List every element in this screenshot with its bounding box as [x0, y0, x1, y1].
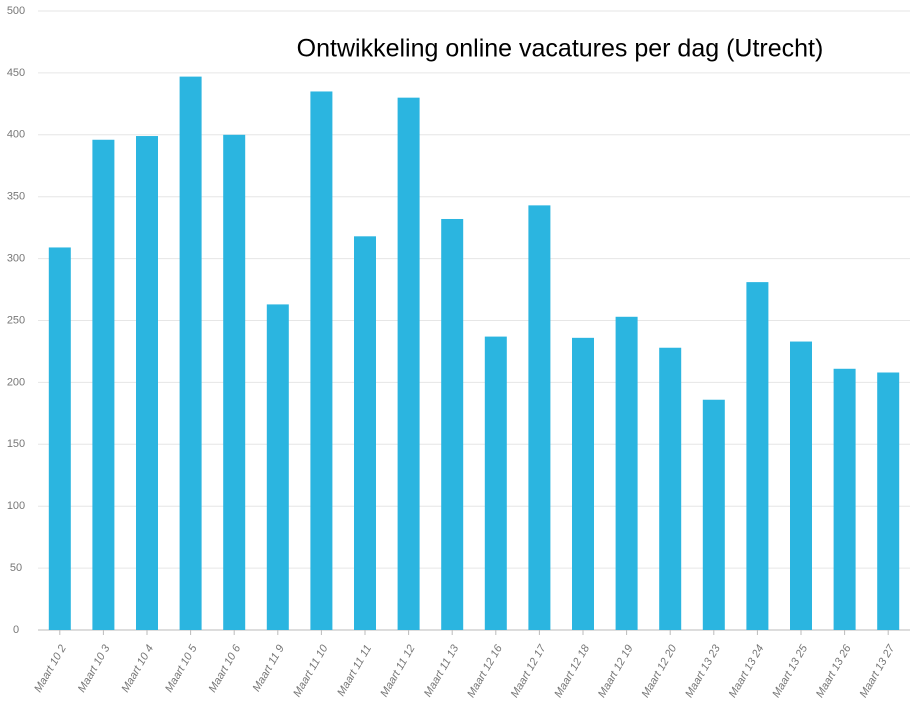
bar — [659, 347, 682, 630]
bar — [484, 336, 507, 630]
x-tick-label: Maart 10 3 — [76, 642, 113, 694]
x-tick-label: Maart 10 6 — [207, 642, 244, 694]
y-tick-label: 350 — [7, 191, 25, 203]
bar — [528, 205, 551, 630]
x-tick-label: Maart 11 10 — [291, 642, 331, 699]
bar — [833, 368, 856, 630]
x-tick-label: Maart 10 5 — [163, 642, 200, 694]
y-tick-label: 250 — [7, 314, 25, 326]
bar — [615, 316, 638, 630]
x-tick-label: Maart 13 24 — [727, 643, 767, 700]
bar — [702, 399, 725, 630]
y-tick-label: 0 — [13, 624, 19, 636]
bar — [179, 76, 202, 630]
x-tick-label: Maart 13 23 — [683, 642, 723, 700]
y-tick-label: 150 — [7, 438, 25, 450]
x-tick-label: Maart 12 20 — [640, 642, 680, 700]
y-tick-label: 300 — [7, 253, 25, 265]
x-tick-label: Maart 11 12 — [378, 643, 417, 699]
y-tick-label: 50 — [10, 562, 22, 574]
bar — [441, 218, 464, 630]
x-tick-label: Maart 12 16 — [465, 642, 505, 700]
bar — [136, 136, 158, 630]
bar — [354, 236, 376, 631]
y-tick-label: 400 — [7, 129, 25, 141]
x-tick-label: Maart 10 2 — [32, 643, 69, 695]
x-tick-label: Maart 12 19 — [596, 643, 636, 700]
bar — [790, 341, 812, 630]
x-tick-label: Maart 11 13 — [422, 642, 462, 699]
x-tick-label: Maart 12 18 — [552, 642, 592, 700]
bar — [223, 134, 246, 631]
y-tick-label: 100 — [7, 500, 25, 512]
y-tick-label: 200 — [7, 376, 25, 388]
bar — [746, 282, 769, 630]
bar — [48, 247, 71, 630]
bar — [310, 91, 333, 631]
x-tick-label: Maart 13 26 — [814, 642, 854, 700]
bar — [266, 304, 289, 630]
bar — [92, 139, 115, 630]
y-tick-label: 500 — [7, 5, 25, 17]
bar — [877, 372, 900, 630]
chart-title: Ontwikkeling online vacatures per dag (U… — [297, 35, 824, 63]
y-tick-label: 450 — [7, 67, 25, 79]
x-tick-label: Maart 11 9 — [251, 643, 287, 694]
x-tick-label: Maart 13 25 — [770, 642, 810, 700]
x-tick-label: Maart 12 17 — [509, 642, 549, 700]
bar — [397, 97, 420, 630]
bar — [572, 337, 594, 630]
x-tick-label: Maart 10 4 — [119, 643, 156, 695]
x-tick-label: Maart 11 11 — [335, 643, 374, 698]
x-tick-label: Maart 13 27 — [858, 642, 898, 700]
